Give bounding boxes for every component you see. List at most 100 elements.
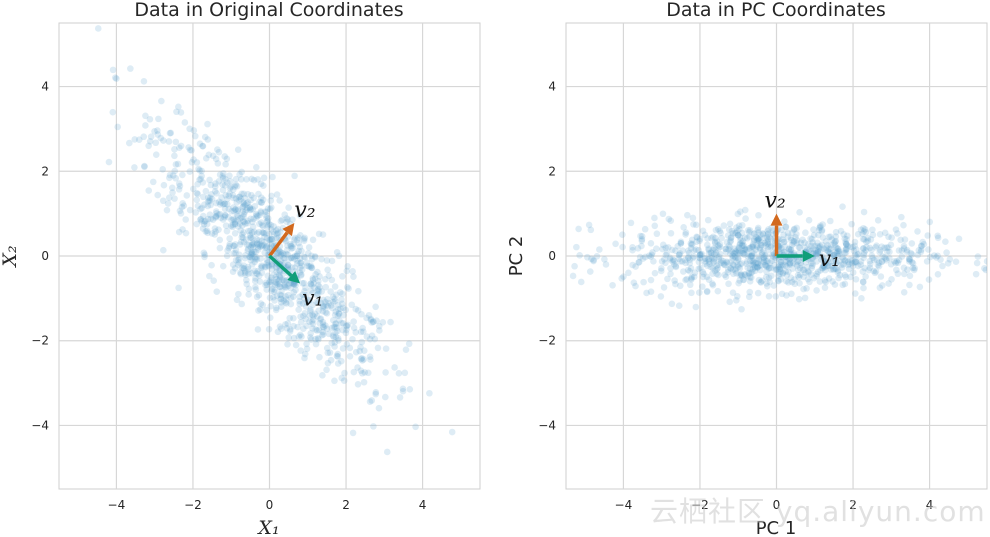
data-point [689,214,697,222]
data-point [206,194,214,202]
data-point [821,263,829,271]
data-point [273,234,280,241]
data-point [708,234,715,242]
data-point [171,195,178,202]
data-point [346,344,354,352]
data-point [181,119,189,126]
data-point [860,245,867,252]
data-point [758,239,765,247]
data-point [738,305,745,313]
data-point [135,136,143,143]
data-point [261,249,268,256]
data-point [757,231,764,239]
data-point [812,250,820,257]
data-point [820,245,828,253]
data-point [285,334,293,341]
data-point [252,275,259,282]
data-point [907,249,915,257]
data-point [842,246,849,254]
data-point [301,350,309,358]
data-point [313,327,321,334]
data-point [332,323,339,331]
data-point [705,276,713,284]
data-point [242,236,250,243]
data-point [676,250,684,257]
data-point [326,349,334,356]
data-point [833,265,840,273]
data-point [933,254,940,261]
data-point [855,262,862,270]
data-point [238,168,245,176]
data-point [315,277,322,285]
data-point [252,210,260,218]
data-point [283,277,290,284]
data-point [319,331,327,338]
data-point [270,228,277,236]
data-point [306,307,314,315]
data-point [894,259,902,267]
data-point [222,160,229,168]
data-point [262,281,269,289]
data-point [820,257,827,265]
data-point [294,257,301,265]
data-point [854,230,862,238]
data-point [276,252,284,260]
data-point [350,273,357,280]
data-point [199,142,207,150]
data-point [249,243,257,251]
data-point [348,301,356,309]
data-point [202,187,210,195]
data-point [677,238,685,246]
data-point [230,216,238,224]
data-point [186,125,193,133]
data-point [813,250,820,257]
data-point [240,210,248,218]
data-point [212,213,220,220]
data-point [736,260,744,268]
data-point [264,217,271,225]
y-tick-label: 2 [548,164,556,178]
data-point [222,175,229,183]
data-point [725,246,732,253]
data-point [232,205,239,213]
data-point [653,245,660,253]
data-point [870,267,877,275]
data-point [305,263,313,270]
data-point [257,219,265,226]
data-point [859,278,867,286]
data-point [373,317,380,324]
data-point [688,236,696,244]
data-point [300,235,308,243]
data-point [247,244,255,251]
data-point [705,255,713,263]
data-point [354,364,361,371]
data-point [658,265,665,272]
data-point [164,200,172,207]
data-point [230,242,238,250]
data-point [892,226,900,233]
data-point [287,240,294,248]
data-point [830,251,838,259]
data-point [250,228,258,236]
data-point [258,241,266,249]
data-point [245,270,252,277]
data-point [746,288,754,296]
data-point [360,378,368,386]
data-point [274,225,282,233]
data-point [895,247,903,254]
data-point [793,230,800,238]
data-point [627,219,635,227]
data-point [319,321,327,328]
data-point [883,248,891,255]
data-point [177,142,185,150]
data-point [859,235,867,243]
data-point [756,266,764,274]
data-point [839,203,846,210]
data-point [735,279,742,287]
data-point [842,256,849,264]
data-point [179,226,186,233]
data-point [343,322,350,329]
data-point [641,225,649,233]
data-point [349,335,356,343]
data-point [864,234,872,242]
